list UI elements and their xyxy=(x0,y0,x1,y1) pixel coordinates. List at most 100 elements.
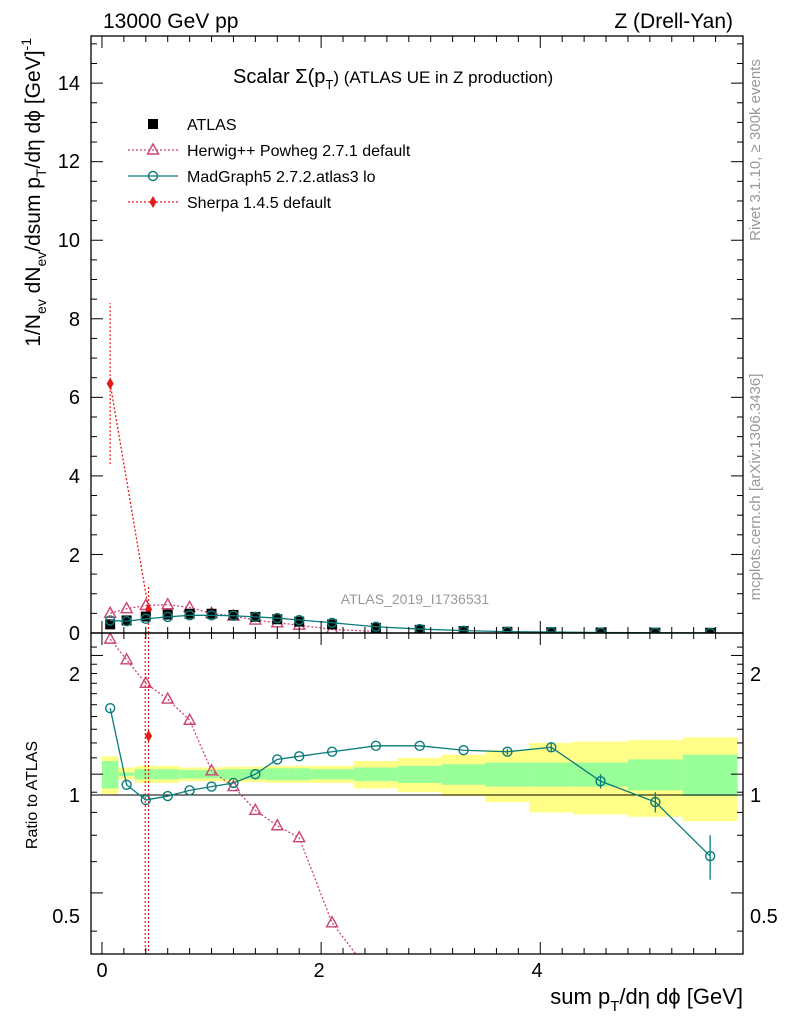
axis-ticks xyxy=(91,36,743,954)
x-tick-labels: 0 2 4 xyxy=(96,960,542,982)
atlas-point xyxy=(370,622,381,633)
atlas-point xyxy=(327,619,338,630)
y-tick-label-right: 2 xyxy=(750,664,761,686)
madgraph-ratio-point xyxy=(414,740,425,752)
madgraph-point xyxy=(140,613,151,625)
madgraph-point xyxy=(458,625,469,633)
madgraph-ratio-point xyxy=(250,768,261,780)
analysis-label: ATLAS_2019_I1736531 xyxy=(341,591,490,607)
madgraph-ratio-point xyxy=(294,751,305,762)
x-tick-label: 2 xyxy=(313,960,324,982)
band-inner-segment xyxy=(682,754,738,797)
y-tick-labels-main: 0 2 4 6 8 10 12 14 xyxy=(58,73,80,645)
madgraph-point xyxy=(326,617,338,628)
atlas-point xyxy=(206,608,217,619)
madgraph-ratio-point xyxy=(272,754,283,765)
band-inner-segment xyxy=(178,769,201,779)
herwig-point xyxy=(161,597,175,610)
atlas-point xyxy=(705,627,716,633)
atlas-point xyxy=(595,627,606,633)
madgraph-ratio-point xyxy=(104,702,116,714)
band-inner-segment xyxy=(441,764,486,785)
y-tick-label: 10 xyxy=(58,230,80,252)
herwig-ratio-point xyxy=(270,818,284,831)
legend-marker-madgraph xyxy=(147,170,159,182)
band-inner-segment xyxy=(101,760,119,789)
atlas-point xyxy=(650,627,661,633)
herwig-ratio-point xyxy=(182,712,197,725)
atlas-point xyxy=(294,616,305,627)
sherpa-line xyxy=(109,383,150,610)
madgraph-point xyxy=(414,623,425,633)
band-inner-segment xyxy=(118,772,135,776)
main-series-layer xyxy=(103,303,716,633)
atlas-point xyxy=(502,626,513,633)
ratio-series-layer xyxy=(103,633,716,984)
madgraph-ratio-point xyxy=(228,777,239,789)
herwig-ratio-point xyxy=(103,633,117,644)
legend-marker-herwig xyxy=(146,142,160,155)
mcplots-label: mcplots.cern.ch [arXiv:1306.3436] xyxy=(747,374,764,601)
madgraph-ratio-point xyxy=(650,796,661,808)
y-tick-label-right: 1 xyxy=(750,785,761,807)
atlas-point xyxy=(140,611,151,622)
herwig-ratio-point xyxy=(292,830,306,843)
header-energy: 13000 GeV pp xyxy=(103,10,238,33)
sherpa-point xyxy=(106,377,114,390)
madgraph-ratio-point xyxy=(546,742,557,753)
band-inner-segment xyxy=(485,762,530,787)
y-tick-label: 0 xyxy=(69,623,80,645)
legend: ATLAS Herwig++ Powheg 2.7.1 default MadG… xyxy=(128,117,411,212)
band-inner-segment xyxy=(310,769,354,780)
madgraph-ratio-point xyxy=(502,746,513,757)
herwig-ratio-point xyxy=(370,974,381,984)
band-inner-segment xyxy=(627,759,683,791)
madgraph-ratio-point xyxy=(704,850,716,862)
madgraph-ratio-point xyxy=(370,740,382,752)
herwig-ratio-line xyxy=(109,638,357,954)
legend-label-madgraph: MadGraph5 2.7.2.atlas3 lo xyxy=(187,169,376,186)
madgraph-ratio-point xyxy=(162,790,173,802)
atlas-point xyxy=(458,626,469,633)
band-inner-segment xyxy=(529,762,574,787)
y-tick-label: 4 xyxy=(69,466,80,488)
y-tick-label: 1 xyxy=(69,785,80,807)
herwig-ratio-point xyxy=(204,763,219,776)
madgraph-ratio-point xyxy=(121,779,132,790)
band-inner-segment xyxy=(156,769,179,780)
madgraph-point xyxy=(546,626,557,633)
herwig-point xyxy=(103,605,117,619)
band-inner-segment xyxy=(266,768,289,781)
atlas-point xyxy=(546,627,557,633)
y-tick-label: 12 xyxy=(58,151,80,173)
ratio-panel-frame xyxy=(90,632,744,955)
herwig-ratio-point xyxy=(119,652,134,665)
legend-marker-sherpa xyxy=(149,196,157,208)
band-inner-segment xyxy=(222,769,245,780)
madgraph-point xyxy=(502,626,513,633)
madgraph-ratio-point xyxy=(140,794,151,806)
y-tick-label: 14 xyxy=(58,73,80,95)
y-tick-label: 8 xyxy=(69,309,80,331)
header-process: Z (Drell-Yan) xyxy=(614,10,733,33)
herwig-ratio-point xyxy=(161,691,175,704)
madgraph-line xyxy=(110,614,711,633)
herwig-ratio-point xyxy=(226,779,241,792)
x-tick-label: 0 xyxy=(96,960,107,982)
legend-marker-atlas xyxy=(148,119,158,129)
atlas-point xyxy=(162,609,173,620)
band-inner-segment xyxy=(288,768,311,781)
atlas-point xyxy=(184,608,195,619)
atlas-point xyxy=(228,609,239,620)
madgraph-ratio-point xyxy=(458,745,469,756)
y-tick-label-right: 0.5 xyxy=(750,906,778,928)
madgraph-point xyxy=(228,610,239,621)
legend-label-sherpa: Sherpa 1.4.5 default xyxy=(187,195,332,212)
legend-label-atlas: ATLAS xyxy=(187,117,237,134)
x-axis-label: sum pT/dη dϕ [GeV] xyxy=(550,984,743,1015)
rivet-label: Rivet 3.1.10, ≥ 300k events xyxy=(747,59,764,241)
herwig-point xyxy=(119,601,134,614)
y-tick-label: 0.5 xyxy=(52,906,80,928)
madgraph-ratio-point xyxy=(206,781,217,792)
